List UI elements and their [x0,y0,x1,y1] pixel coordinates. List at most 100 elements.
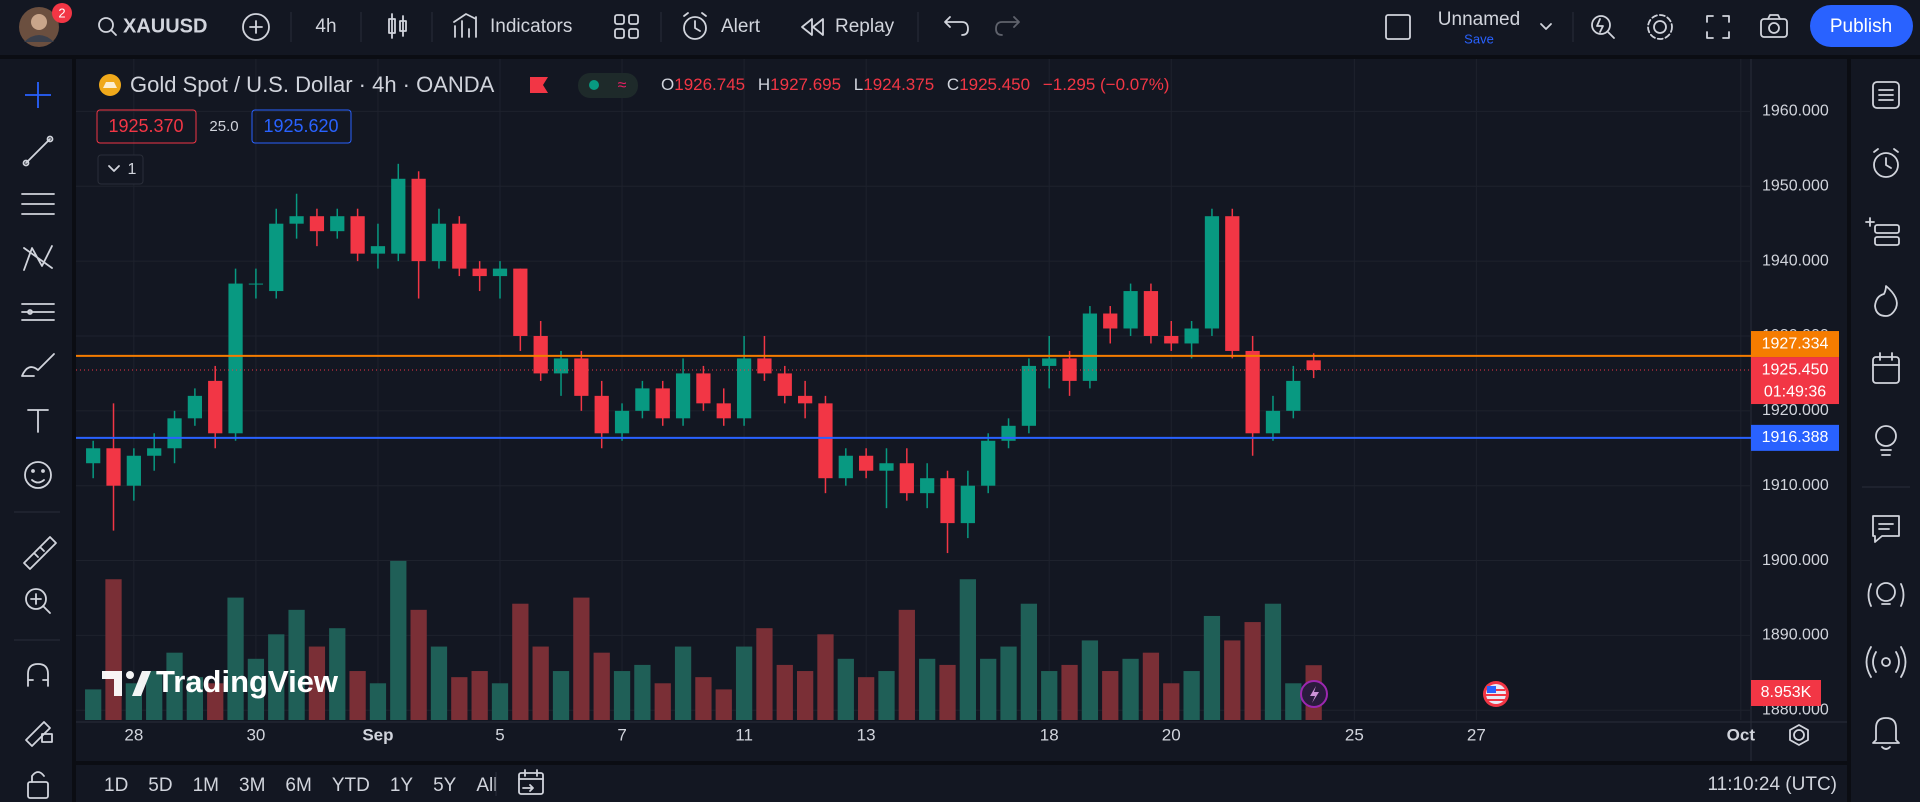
candle-body [594,395,609,434]
notifications-button[interactable] [1872,717,1900,750]
alert-button[interactable]: Alert [683,12,761,40]
flag-icon[interactable] [530,77,548,93]
magnet-tool[interactable] [27,663,49,687]
publish-button[interactable]: Publish [1810,5,1913,47]
hotlists-button[interactable] [1874,285,1898,317]
volume-bar [146,671,163,720]
volume-bar [1163,683,1180,720]
volume-bar [1041,671,1058,720]
axis-settings-button[interactable] [1789,724,1809,746]
candle-body [574,358,589,396]
zoom-tool[interactable] [25,588,51,614]
icon-tool[interactable] [24,461,52,489]
volume-label-box [1751,680,1821,706]
redo-button[interactable] [995,16,1020,36]
replay-button[interactable]: Replay [801,16,895,37]
symbol-search[interactable]: XAUUSD [98,15,207,37]
range-button[interactable]: 6M [285,775,311,796]
market-status[interactable] [578,73,638,98]
range-button[interactable]: 5D [148,775,172,796]
market-open-dot [589,80,599,90]
volume-bar [1183,671,1200,720]
volume-bar [837,658,854,720]
compare-button[interactable] [242,13,270,41]
time-tick-label: 7 [617,725,626,744]
volume-bar [552,671,570,720]
range-button[interactable]: 1Y [390,775,414,796]
range-button[interactable]: 1M [193,775,219,796]
buy-box[interactable] [251,109,352,144]
clock[interactable]: 11:10:24 (UTC) [1707,774,1837,795]
indicators-button[interactable]: Indicators [453,13,572,38]
snapshot-button[interactable] [1760,14,1788,38]
trend-line-tool[interactable] [22,135,54,167]
range-button[interactable]: All [476,775,497,796]
candle-body [1286,380,1301,411]
fullscreen-button[interactable] [1706,15,1730,39]
pattern-tool[interactable] [23,245,53,271]
range-button[interactable]: 1D [104,775,128,796]
chart-type-button[interactable] [388,13,407,39]
quick-search-button[interactable] [1591,15,1615,39]
fib-tool[interactable] [21,193,55,215]
forecast-tool[interactable] [21,303,55,321]
candle-body [1184,328,1199,344]
candle-body [655,388,670,419]
streams-button[interactable] [1865,646,1907,678]
volume-bar [268,634,285,720]
go-to-date-button[interactable] [518,769,544,795]
candle-body [1082,313,1098,381]
layout-name[interactable]: Unnamed Save [1438,9,1552,46]
sell-box[interactable] [96,109,197,144]
settings-button[interactable] [1647,14,1673,40]
candle-body [798,395,813,404]
undo-button[interactable] [944,16,969,36]
alerts-button[interactable] [1873,148,1899,178]
price-tick-label: 1940.000 [1762,252,1829,269]
price-tick-label: 1900.000 [1762,552,1829,569]
time-tick-label: 27 [1467,725,1486,744]
avatar[interactable] [19,7,59,47]
text-tool[interactable] [27,409,49,433]
candle-body [1143,291,1159,336]
volume-bar [715,689,732,720]
watermark-logo [102,671,151,696]
watchlist-button[interactable] [1872,81,1900,109]
object-tree-button[interactable] [1865,217,1900,246]
tips-button[interactable] [1867,582,1905,607]
candle-body [1123,291,1138,329]
range-button[interactable]: 5Y [433,775,457,796]
volume-bar [1142,652,1160,720]
chats-button[interactable] [1872,515,1900,543]
volume-bar [674,646,692,720]
ideas-button[interactable] [1875,425,1897,456]
volume-bar [308,646,326,720]
candle-body [1265,410,1281,434]
candle-body [330,216,345,232]
templates-button[interactable] [614,14,639,39]
brush-tool[interactable] [21,353,55,377]
indicator-count: 1 [128,161,137,178]
range-button[interactable]: YTD [332,775,370,796]
candle-body [208,380,223,434]
range-button[interactable]: 3M [239,775,265,796]
candle-body [289,216,304,224]
measure-tool[interactable] [23,536,57,570]
volume-bar [817,634,834,720]
alert-label: Alert [721,16,761,37]
layout-label: Unnamed [1438,9,1520,30]
candle-body [1103,313,1118,329]
volume-bar [796,671,814,720]
crosshair-tool[interactable] [25,82,51,108]
indicators-toggle[interactable] [97,154,144,185]
calendar-button[interactable] [1872,352,1900,384]
layout-checkbox[interactable] [1385,14,1411,40]
candle-body [269,223,284,292]
volume-bar [573,597,590,720]
volume-bar [491,683,509,720]
lock-drawing-tool[interactable] [25,721,53,747]
time-tick-label: 11 [735,725,753,744]
interval[interactable]: 4h [315,16,336,37]
lock-tool[interactable] [27,771,49,799]
close-label: C [947,75,959,94]
